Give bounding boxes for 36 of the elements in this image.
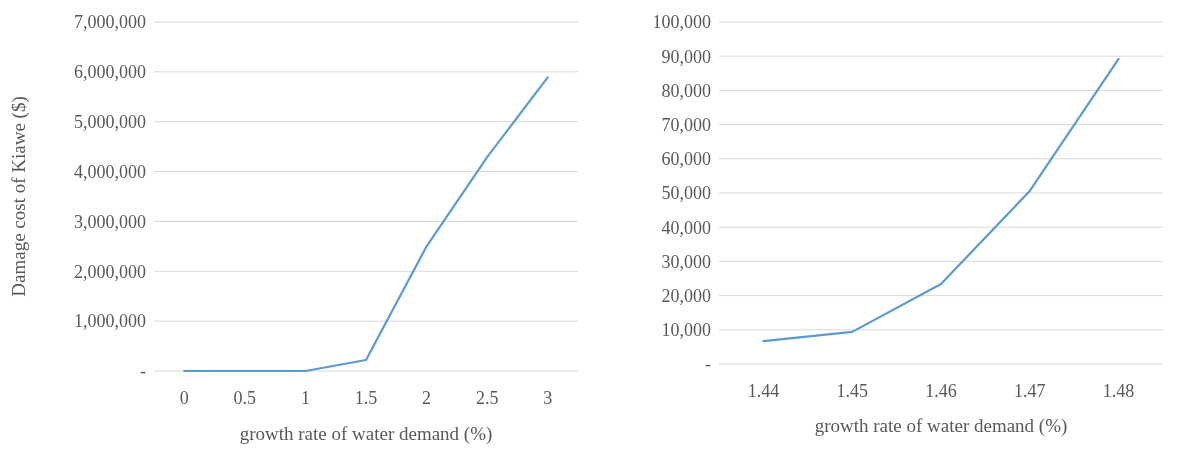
- line-series: [183, 76, 549, 373]
- y-tick-label: 40,000: [661, 217, 711, 238]
- x-tick-label: 1.46: [925, 381, 957, 401]
- y-tick-label: 60,000: [661, 149, 711, 170]
- y-tick-label: 80,000: [661, 80, 711, 101]
- y-tick-label: -: [140, 361, 146, 382]
- x-tick-label: 1.48: [1102, 381, 1135, 401]
- y-tick-label: 70,000: [661, 114, 711, 135]
- x-tick-label: 1.5: [354, 388, 378, 408]
- y-tick-label: 6,000,000: [74, 62, 146, 83]
- y-tick-label: 50,000: [661, 183, 711, 204]
- y-axis-title: Damage cost of Kiawe ($): [7, 96, 30, 297]
- x-axis-title: growth rate of water demand (%): [814, 415, 1068, 437]
- x-tick-label: 1.45: [836, 381, 868, 401]
- y-tick-label: -: [705, 354, 711, 375]
- y-tick-label: 5,000,000: [74, 112, 146, 133]
- y-tick-label: 30,000: [661, 251, 711, 272]
- y-tick-label: 3,000,000: [74, 211, 146, 232]
- y-tick-label: 1,000,000: [74, 311, 146, 332]
- y-tick-label: 100,000: [652, 12, 711, 33]
- line-series: [762, 57, 1120, 343]
- x-axis-title: growth rate of water demand (%): [239, 423, 493, 445]
- x-tick-label: 2.5: [475, 388, 499, 408]
- y-tick-label: 2,000,000: [74, 261, 146, 282]
- x-tick-label: 3: [543, 388, 553, 408]
- x-tick-label: 0: [179, 388, 189, 408]
- x-tick-label: 0.5: [233, 388, 257, 408]
- y-tick-label: 7,000,000: [74, 12, 146, 33]
- x-tick-label: 1.47: [1014, 381, 1046, 401]
- y-tick-label: 10,000: [661, 320, 711, 341]
- x-tick-label: 2: [422, 388, 432, 408]
- x-tick-label: 1: [300, 388, 310, 408]
- y-tick-label: 20,000: [661, 285, 711, 306]
- y-tick-label: 90,000: [661, 46, 711, 67]
- x-tick-label: 1.44: [747, 381, 780, 401]
- y-tick-label: 4,000,000: [74, 161, 146, 182]
